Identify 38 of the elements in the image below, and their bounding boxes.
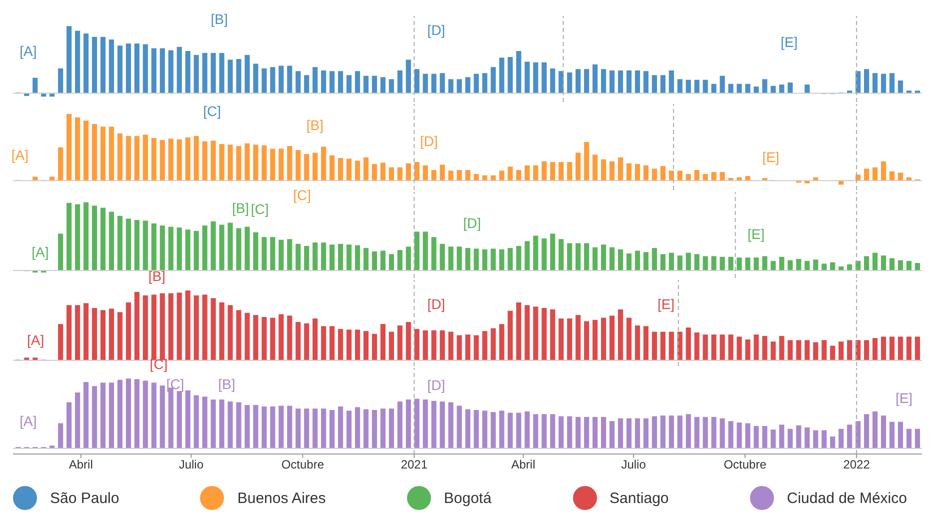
x-tick-label: Octubre [724, 458, 767, 472]
annotation: [B] [148, 268, 166, 284]
x-tick-label: Abril [511, 458, 536, 472]
annotation: [C] [250, 201, 269, 218]
annotation: [E] [657, 296, 675, 312]
annotation: [C] [293, 187, 312, 204]
annotation: [A] [32, 244, 49, 260]
annotation: [E] [895, 390, 913, 406]
legend-label: Ciudad de México [786, 490, 907, 506]
legend-label: Buenos Aires [237, 490, 326, 506]
x-tick-label: Octubre [281, 458, 324, 472]
annotation: [C] [166, 376, 184, 392]
annotation: [D] [463, 215, 482, 232]
annotation: [D] [420, 132, 438, 149]
annotation: [C] [150, 356, 168, 372]
annotation: [B] [218, 376, 236, 392]
annotation: [E] [780, 34, 798, 50]
legend-label: Bogotá [444, 490, 492, 506]
x-tick-label: 2021 [400, 458, 428, 472]
annotation: [A] [20, 412, 37, 429]
annotation: [B] [210, 11, 228, 28]
x-tick-label: Julio [178, 458, 204, 472]
annotation: [D] [427, 377, 446, 394]
annotation: [E] [748, 226, 765, 242]
annotation: [E] [762, 148, 780, 165]
x-tick-label: Abril [68, 458, 93, 472]
annotation: [C] [203, 102, 221, 119]
x-tick-label: 2022 [843, 458, 870, 472]
annotation: [B] [306, 116, 324, 133]
annotation: [D] [427, 22, 446, 38]
legend-label: Santiago [610, 490, 669, 506]
annotation: [A] [11, 146, 28, 163]
annotation: [B] [232, 200, 250, 216]
x-tick-label: Julio [621, 458, 646, 472]
annotation: [D] [427, 296, 446, 312]
legend-label: São Paulo [50, 490, 120, 506]
annotation: [A] [20, 42, 37, 59]
annotation: [A] [27, 332, 44, 348]
